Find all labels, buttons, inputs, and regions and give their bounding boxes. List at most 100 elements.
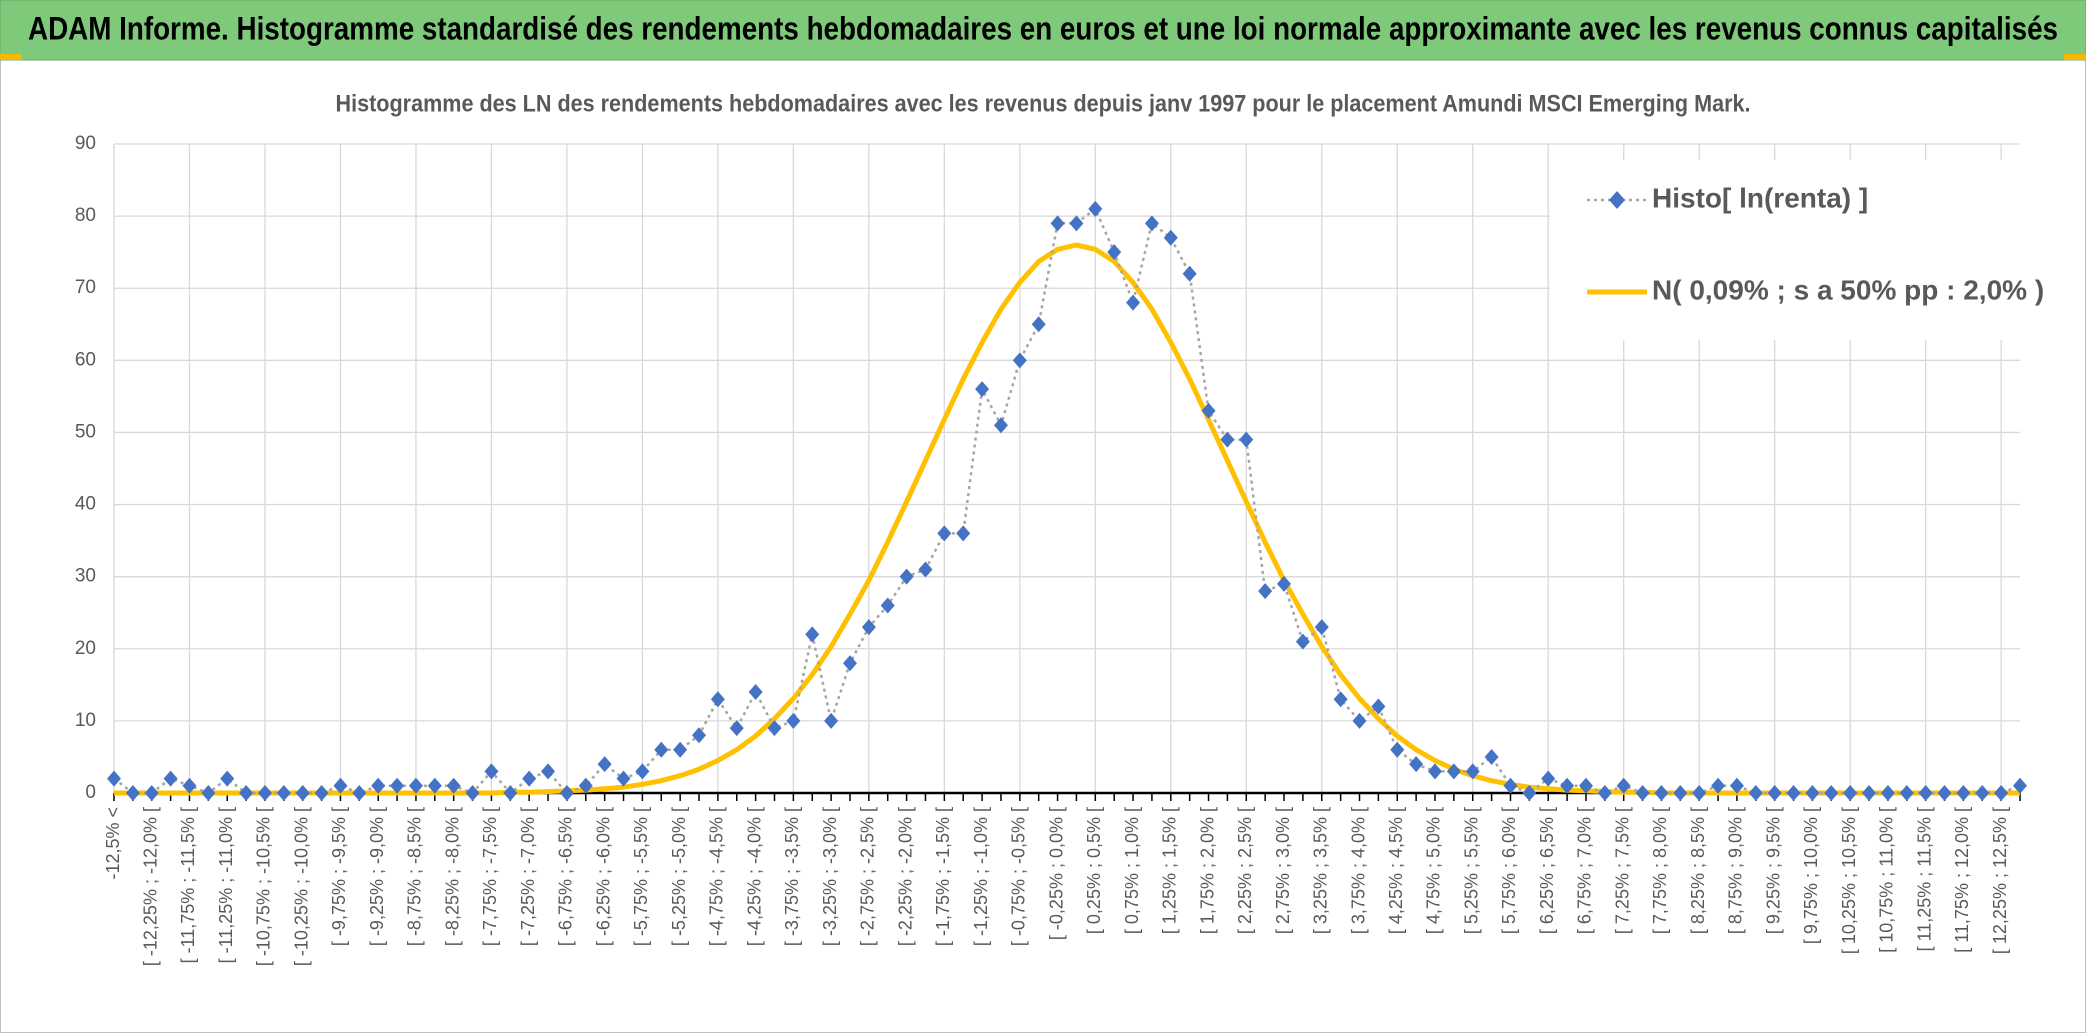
- x-tick-label: [ 3,25% ; 3,5% [: [1311, 807, 1331, 934]
- y-tick-label: 30: [75, 566, 96, 587]
- x-tick-label: [ -8,25% ; -8,0% [: [442, 807, 462, 946]
- x-tick-label: [ -11,75% ; -11,5% [: [178, 807, 198, 963]
- legend-label: Histo[ ln(renta) ]: [1652, 182, 1868, 213]
- accent: [0, 54, 22, 60]
- marker: [635, 763, 650, 780]
- x-tick-label: [ -5,25% ; -5,0% [: [669, 807, 689, 946]
- y-tick-label: 80: [75, 205, 96, 226]
- legend-marker: [1609, 191, 1625, 209]
- x-tick-label: [ 7,25% ; 7,5% [: [1612, 807, 1632, 934]
- x-tick-label: [ -1,25% ; -1,0% [: [971, 807, 991, 946]
- marker: [1880, 785, 1895, 801]
- y-tick-label: 20: [75, 638, 96, 659]
- marker: [314, 785, 329, 801]
- chart-title: Histogramme des LN des rendements hebdom…: [336, 90, 1751, 117]
- x-tick-label: [ 11,25% ; 11,5% [: [1914, 807, 1934, 951]
- marker: [295, 785, 310, 801]
- marker: [1692, 785, 1707, 801]
- marker: [918, 561, 933, 578]
- marker: [427, 777, 442, 794]
- x-tick-label: [ 7,75% ; 8,0% [: [1650, 807, 1670, 934]
- marker: [880, 597, 895, 614]
- marker: [786, 712, 801, 729]
- y-tick-label: 10: [75, 710, 96, 731]
- marker: [1541, 770, 1556, 787]
- marker: [1937, 785, 1952, 801]
- x-tick-label: [ 2,25% ; 2,5% [: [1235, 807, 1255, 934]
- x-tick-label: [ 2,75% ; 3,0% [: [1273, 807, 1293, 934]
- marker: [465, 785, 480, 801]
- x-tick-label: [ 0,25% ; 0,5% [: [1084, 807, 1104, 934]
- marker: [748, 684, 763, 701]
- marker: [1427, 763, 1442, 780]
- y-tick-label: 70: [75, 277, 96, 298]
- x-tick-label: [ -3,25% ; -3,0% [: [820, 807, 840, 946]
- marker: [1503, 777, 1518, 794]
- marker: [503, 785, 518, 801]
- x-tick-label: [ -9,25% ; -9,0% [: [367, 807, 387, 946]
- marker: [163, 770, 178, 787]
- marker: [276, 785, 291, 801]
- x-tick-label: [ -6,75% ; -6,5% [: [556, 807, 576, 946]
- marker: [861, 619, 876, 636]
- x-tick-label: [ 10,25% ; 10,5% [: [1839, 807, 1859, 954]
- marker: [1069, 215, 1084, 232]
- marker: [1390, 741, 1405, 758]
- legend-box: [1550, 160, 2062, 340]
- x-tick-label: [ -12,25% ; -12,0% [: [140, 807, 160, 966]
- x-tick-label: -12,5% <: [103, 807, 123, 880]
- marker: [239, 785, 254, 801]
- x-tick-label: [ 12,25% ; 12,5% [: [1990, 807, 2010, 954]
- marker: [1277, 575, 1292, 592]
- x-tick-label: [ -7,75% ; -7,5% [: [480, 807, 500, 946]
- marker: [805, 626, 820, 643]
- marker: [1673, 785, 1688, 801]
- marker: [692, 727, 707, 744]
- marker: [1107, 244, 1122, 261]
- marker: [578, 777, 593, 794]
- x-tick-label: [ -0,25% ; 0,0% [: [1046, 807, 1066, 940]
- marker: [729, 720, 744, 737]
- marker: [1975, 785, 1990, 801]
- x-tick-label: [ 6,25% ; 6,5% [: [1537, 807, 1557, 934]
- x-tick-label: [ -0,75% ; -0,5% [: [1009, 807, 1029, 946]
- marker: [1239, 431, 1254, 448]
- x-tick-label: [ -11,25% ; -11,0% [: [216, 807, 236, 963]
- marker: [107, 770, 121, 787]
- marker: [937, 525, 952, 542]
- marker: [1144, 215, 1159, 232]
- marker: [1824, 785, 1839, 801]
- marker: [333, 777, 348, 794]
- x-tick-label: [ -4,25% ; -4,0% [: [744, 807, 764, 946]
- marker: [1484, 748, 1499, 765]
- x-tick-label: [ 9,25% ; 9,5% [: [1763, 807, 1783, 934]
- x-tick-label: [ 4,75% ; 5,0% [: [1424, 807, 1444, 934]
- marker: [1767, 785, 1782, 801]
- marker: [1918, 785, 1933, 801]
- marker: [1786, 785, 1801, 801]
- marker: [2013, 777, 2027, 794]
- x-tick-label: [ -9,75% ; -9,5% [: [329, 807, 349, 946]
- accent: [2064, 54, 2086, 60]
- x-tick-label: [ 1,75% ; 2,0% [: [1197, 807, 1217, 934]
- legend-label: N( 0,09% ; s a 50% pp : 2,0% ): [1652, 274, 2044, 305]
- marker: [1409, 756, 1424, 773]
- marker: [1163, 229, 1178, 246]
- marker: [842, 655, 857, 672]
- marker: [654, 741, 669, 758]
- marker: [1088, 200, 1103, 217]
- marker: [1333, 691, 1348, 708]
- marker: [824, 712, 839, 729]
- y-tick-label: 50: [75, 421, 96, 442]
- x-tick-label: [ -3,75% ; -3,5% [: [782, 807, 802, 946]
- y-tick-label: 60: [75, 349, 96, 370]
- marker: [182, 777, 197, 794]
- header-band: [0, 0, 2086, 61]
- marker: [1201, 402, 1216, 419]
- marker: [1522, 785, 1537, 801]
- marker: [1635, 785, 1650, 801]
- y-tick-label: 0: [85, 782, 96, 803]
- marker: [522, 770, 537, 787]
- marker: [1616, 777, 1631, 794]
- x-tick-label: [ 5,75% ; 6,0% [: [1499, 807, 1519, 934]
